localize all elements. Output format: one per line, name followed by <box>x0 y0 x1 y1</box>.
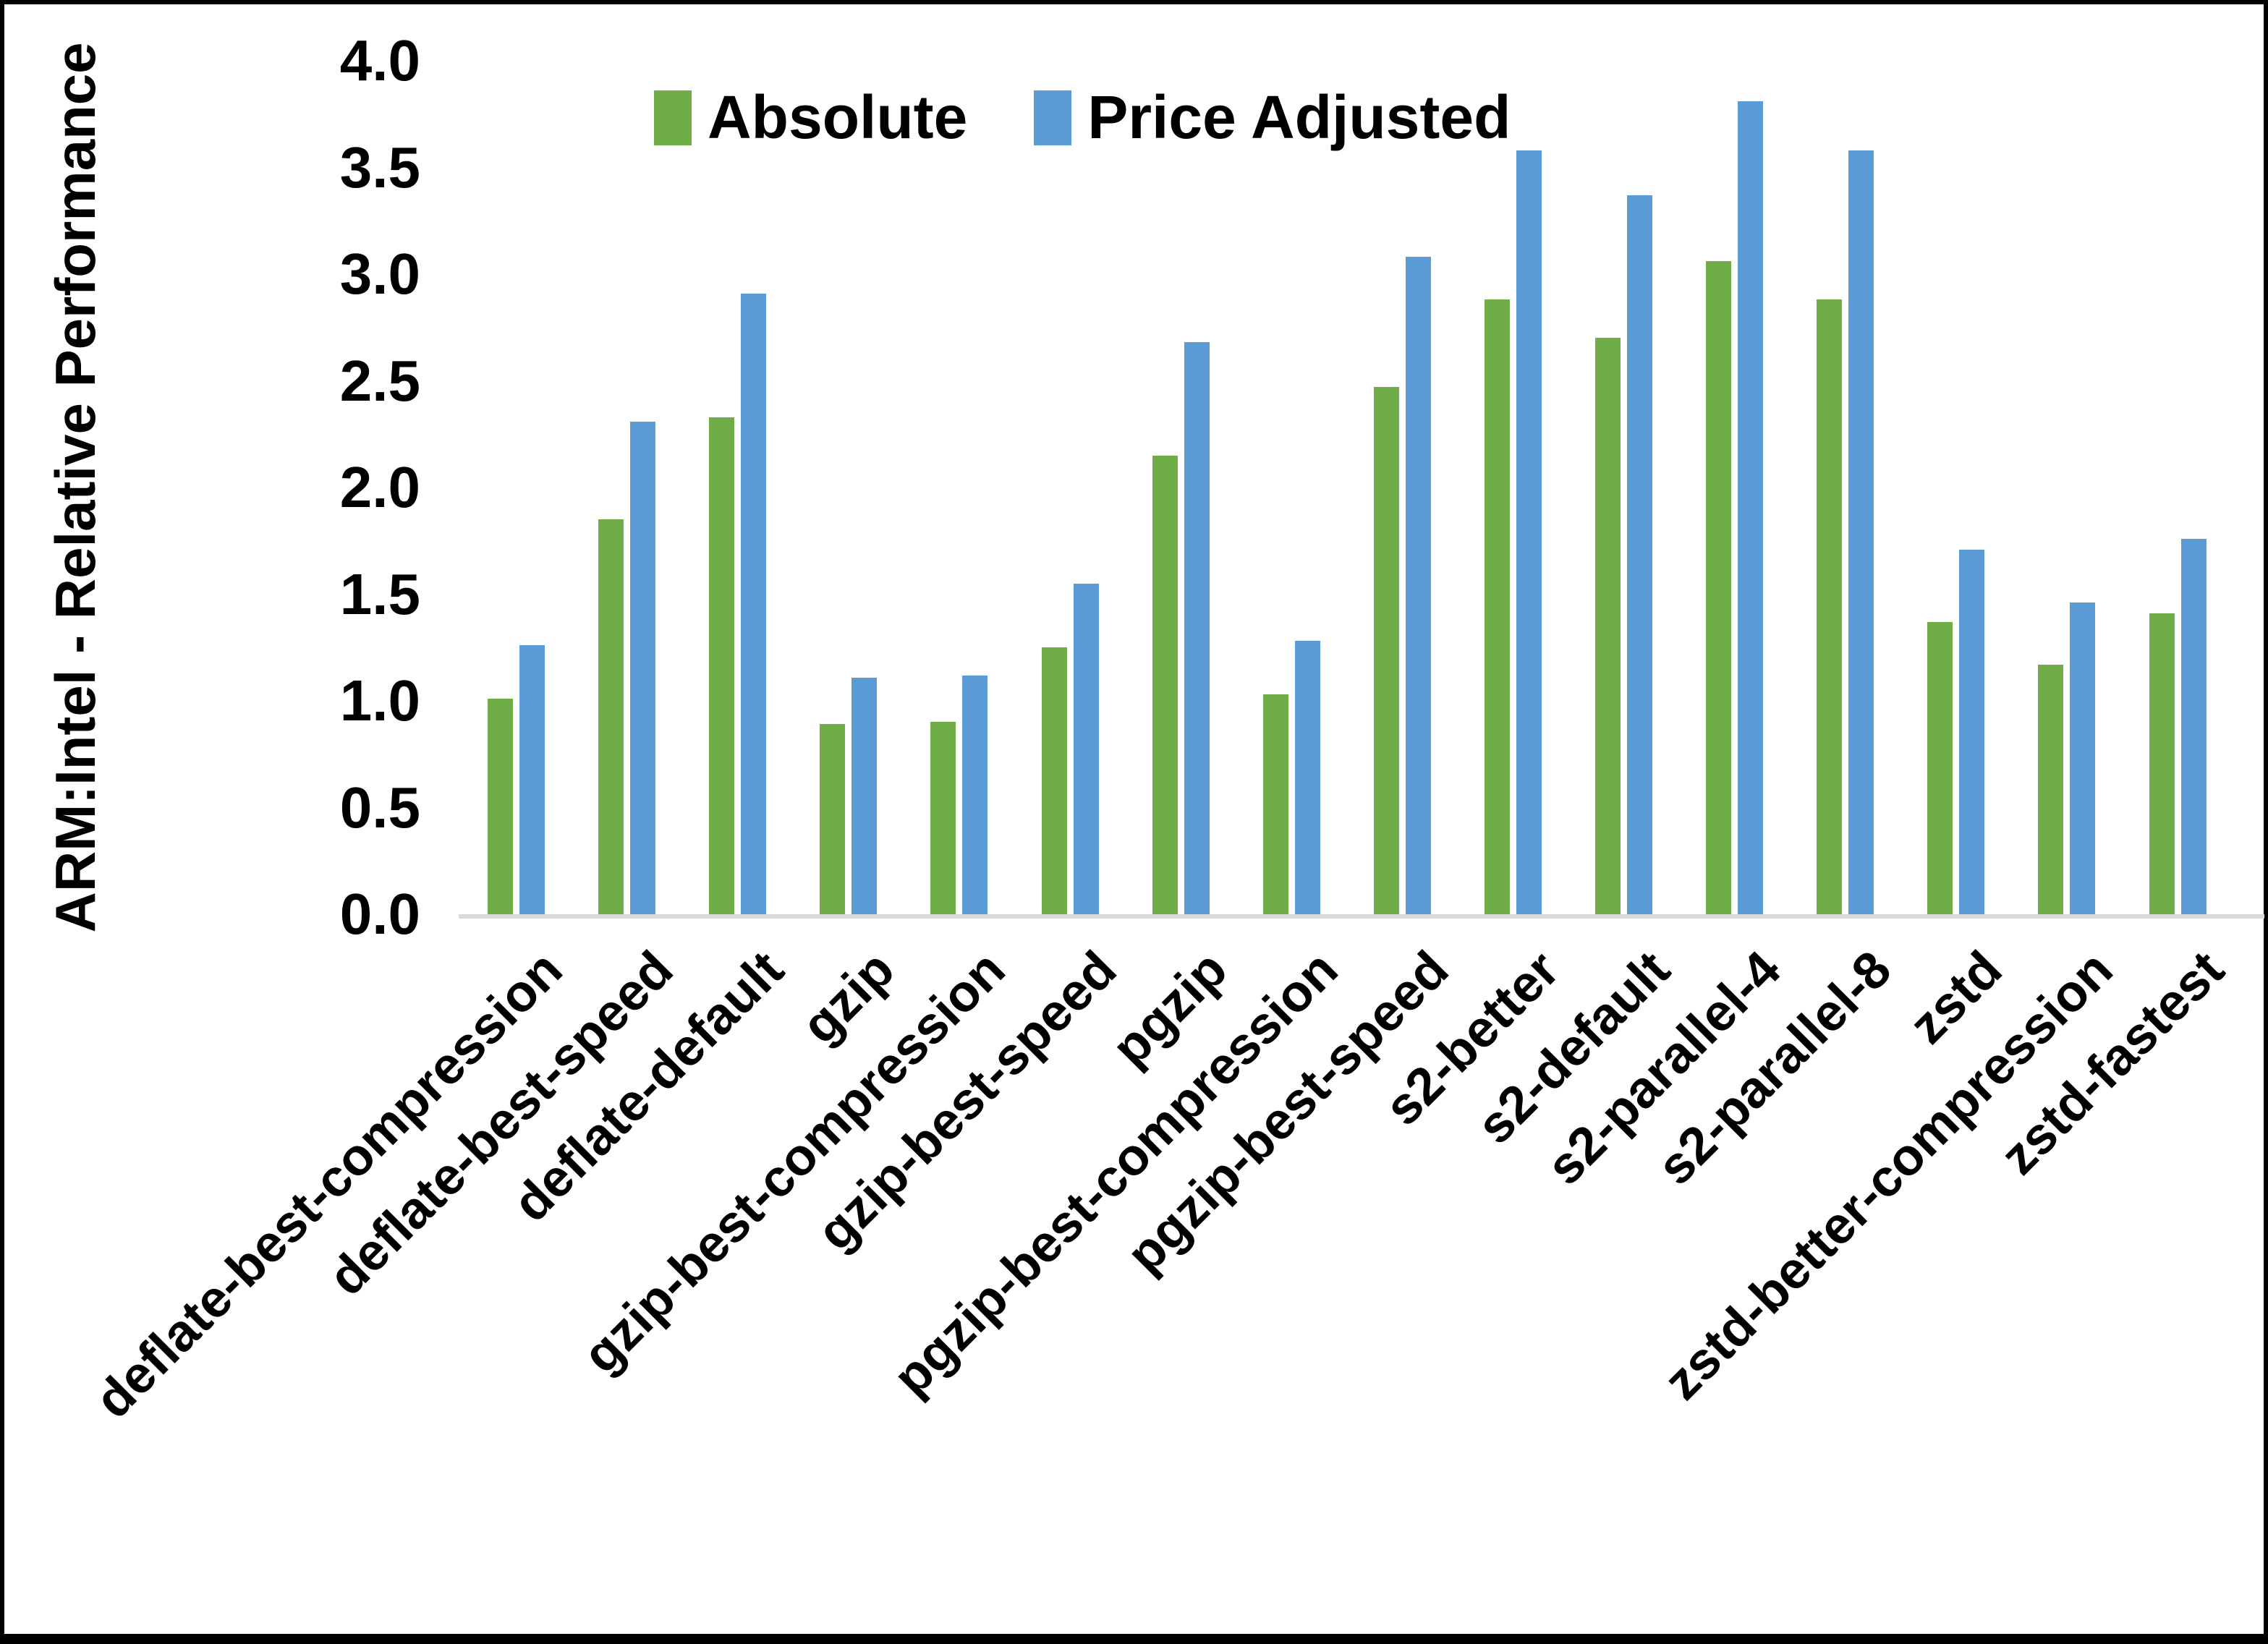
bar-absolute <box>1263 694 1288 914</box>
bar-price-adjusted <box>1295 641 1320 914</box>
legend-item: Price Adjusted <box>1034 82 1511 153</box>
bar-absolute <box>488 699 513 914</box>
bar-price-adjusted <box>1074 584 1099 914</box>
bar-chart: ARM:Intel - Relative Performance 0.0 0.5 1… <box>4 4 2264 1634</box>
legend-item: Absolute <box>654 82 967 153</box>
y-axis-tick-label: 3.0 <box>339 242 420 306</box>
bar-price-adjusted <box>1627 195 1652 914</box>
y-axis-tick-label: 1.5 <box>339 561 420 626</box>
bar-price-adjusted <box>1406 257 1431 914</box>
bar-absolute <box>930 722 956 914</box>
bar-price-adjusted <box>1738 101 1763 914</box>
y-axis-tick-label: 2.5 <box>339 348 420 413</box>
legend-swatch-absolute <box>654 90 692 145</box>
bar-price-adjusted <box>2181 539 2207 914</box>
bar-absolute <box>1374 387 1399 914</box>
bar-absolute <box>820 724 845 914</box>
y-axis-tick-label: 1.0 <box>339 668 420 733</box>
y-axis-tick-label: 2.0 <box>339 455 420 519</box>
legend-label: Price Adjusted <box>1087 83 1511 151</box>
y-axis-tick-label: 4.0 <box>339 28 420 93</box>
bar-price-adjusted <box>630 422 655 914</box>
bar-price-adjusted <box>1959 550 1984 914</box>
y-axis-tick-label: 3.5 <box>339 135 420 200</box>
bar-price-adjusted <box>1848 150 1874 914</box>
bar-absolute <box>1485 299 1510 914</box>
bar-price-adjusted <box>851 678 877 914</box>
legend-swatch-price-adjusted <box>1034 90 1072 145</box>
bar-price-adjusted <box>1516 150 1542 914</box>
bar-absolute <box>1042 647 1067 914</box>
bar-price-adjusted <box>519 645 545 914</box>
bar-absolute <box>1706 261 1731 914</box>
bar-absolute <box>2038 665 2063 914</box>
y-axis-title: ARM:Intel - Relative Performance <box>43 42 107 933</box>
bar-absolute <box>2149 613 2175 914</box>
bar-absolute <box>1817 299 1842 914</box>
x-axis-line <box>459 914 2264 919</box>
bar-absolute <box>709 417 734 914</box>
y-axis-tick-label: 0.0 <box>339 882 420 946</box>
y-axis-tick-label: 0.5 <box>339 775 420 840</box>
bar-absolute <box>598 519 624 914</box>
bar-price-adjusted <box>962 676 988 914</box>
legend: Absolute Price Adjusted <box>654 82 1511 153</box>
bar-absolute <box>1595 338 1621 914</box>
bar-price-adjusted <box>741 294 766 914</box>
bar-absolute <box>1152 456 1178 914</box>
bar-price-adjusted <box>1184 342 1210 914</box>
bar-absolute <box>1927 622 1953 914</box>
bar-price-adjusted <box>2070 602 2095 914</box>
legend-label: Absolute <box>708 83 968 151</box>
